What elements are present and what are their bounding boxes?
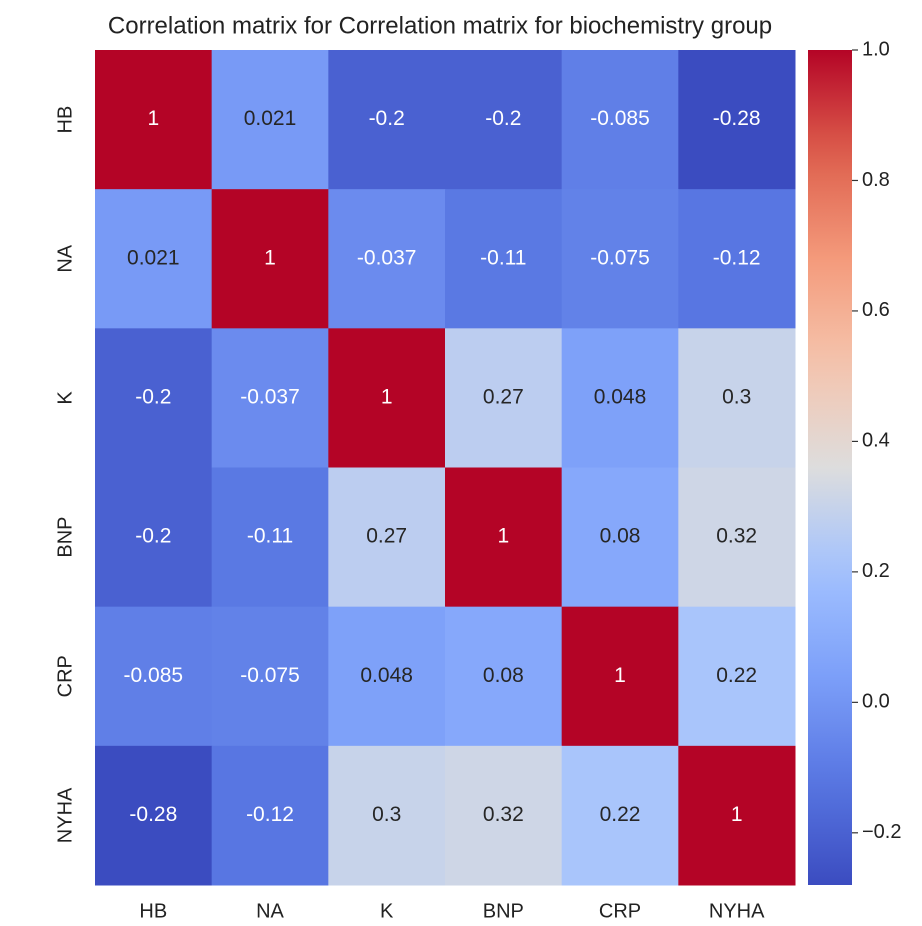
y-tick-label: NYHA <box>54 787 76 843</box>
cell-label: 0.22 <box>716 664 757 687</box>
heatmap-cell <box>561 745 679 886</box>
x-tick-label: HB <box>139 900 167 922</box>
heatmap-cell <box>95 189 213 329</box>
colorbar-tick-label: 0.2 <box>862 560 890 582</box>
colorbar-tick-label: 0.6 <box>862 299 890 321</box>
x-tick-label: NA <box>256 900 284 922</box>
heatmap-cell <box>445 189 563 329</box>
heatmap-cell <box>211 467 329 608</box>
heatmap-cell <box>561 50 679 190</box>
heatmap-cell <box>211 745 329 886</box>
cell-label: -0.12 <box>246 803 294 826</box>
cell-label: 0.048 <box>360 664 413 687</box>
cell-label: 0.048 <box>594 385 647 408</box>
heatmap-cell <box>211 328 329 468</box>
cell-label: -0.2 <box>135 385 171 408</box>
colorbar-tick-label: 0.8 <box>862 169 890 191</box>
cell-label: 0.021 <box>127 246 180 269</box>
x-tick-label: K <box>380 900 394 922</box>
heatmap-cell <box>95 328 213 468</box>
cell-label: -0.12 <box>713 246 761 269</box>
cell-label: 1 <box>381 385 393 408</box>
cell-label: 1 <box>264 246 276 269</box>
heatmap-cell <box>445 745 563 886</box>
colorbar <box>808 50 852 885</box>
heatmap-cell <box>445 50 563 190</box>
heatmap-cell <box>328 745 446 886</box>
heatmap-cell <box>445 467 563 608</box>
heatmap-cell <box>445 606 563 747</box>
colorbar-tick-label: 1.0 <box>862 38 890 60</box>
y-tick-label: CRP <box>54 655 76 697</box>
y-tick-label: HB <box>54 106 76 134</box>
cell-label: 0.32 <box>483 803 524 826</box>
cell-label: -0.2 <box>135 525 171 548</box>
cell-label: -0.085 <box>590 107 650 130</box>
heatmap-cell <box>95 745 213 886</box>
cell-label: -0.28 <box>129 803 177 826</box>
cell-label: -0.11 <box>247 525 293 548</box>
heatmap-cell <box>678 328 796 468</box>
cell-label: 1 <box>731 803 743 826</box>
cell-label: -0.037 <box>240 385 300 408</box>
cell-label: 0.27 <box>366 525 407 548</box>
heatmap-cell <box>328 328 446 468</box>
heatmap-cell <box>95 50 213 190</box>
colorbar-tick-label: 0.0 <box>862 691 890 713</box>
heatmap-cell <box>561 328 679 468</box>
cell-label: 0.021 <box>244 107 297 130</box>
cell-label: -0.2 <box>485 107 521 130</box>
y-tick-label: NA <box>54 244 76 272</box>
cell-label: -0.075 <box>240 664 300 687</box>
heatmap-cell <box>561 606 679 747</box>
cell-label: 0.27 <box>483 385 524 408</box>
cell-label: -0.085 <box>124 664 184 687</box>
heatmap-cell <box>678 467 796 608</box>
x-tick-label: NYHA <box>709 900 765 922</box>
chart-title: Correlation matrix for Correlation matri… <box>108 12 772 39</box>
cell-label: -0.075 <box>590 246 650 269</box>
x-tick-label: BNP <box>483 900 524 922</box>
cell-label: 0.3 <box>722 385 751 408</box>
y-tick-label: K <box>54 391 76 405</box>
cell-label: 0.22 <box>600 803 641 826</box>
colorbar-tick-label: 0.4 <box>862 430 890 452</box>
cell-label: -0.28 <box>713 107 761 130</box>
y-tick-label: BNP <box>54 517 76 558</box>
heatmap-cell <box>211 50 329 190</box>
cell-label: 0.3 <box>372 803 401 826</box>
x-tick-label: CRP <box>599 900 641 922</box>
cell-label: 1 <box>147 107 159 130</box>
cell-label: 0.08 <box>600 525 641 548</box>
heatmap-cell <box>211 189 329 329</box>
heatmap-cell <box>328 189 446 329</box>
cell-label: -0.11 <box>480 246 526 269</box>
heatmap-cell <box>328 50 446 190</box>
cell-label: -0.037 <box>357 246 417 269</box>
heatmap-cell <box>561 189 679 329</box>
cell-label: 1 <box>497 525 509 548</box>
cell-label: -0.2 <box>369 107 405 130</box>
heatmap-cell <box>445 328 563 468</box>
heatmap-cell <box>561 467 679 608</box>
heatmap-cell <box>678 606 796 747</box>
heatmap-cell <box>678 745 796 886</box>
colorbar-tick-label: −0.2 <box>862 821 901 843</box>
heatmap-cell <box>328 467 446 608</box>
heatmap-cell <box>95 467 213 608</box>
heatmap-cell <box>328 606 446 747</box>
cell-label: 1 <box>614 664 626 687</box>
heatmap-cell <box>678 50 796 190</box>
heatmap-cell <box>678 189 796 329</box>
heatmap-cell <box>211 606 329 747</box>
cell-label: 0.32 <box>716 525 757 548</box>
cell-label: 0.08 <box>483 664 524 687</box>
heatmap-cell <box>95 606 213 747</box>
